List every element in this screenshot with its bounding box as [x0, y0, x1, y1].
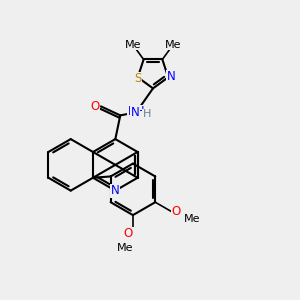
Text: N: N [111, 184, 120, 197]
Text: O: O [124, 227, 133, 240]
Text: N: N [167, 70, 176, 83]
Text: Me: Me [165, 40, 181, 50]
Text: N: N [131, 106, 140, 119]
Text: NH: NH [128, 105, 146, 118]
Text: Me: Me [116, 243, 133, 253]
Text: H: H [143, 109, 151, 119]
Text: O: O [171, 205, 181, 218]
Text: S: S [134, 72, 142, 85]
Text: Me: Me [125, 40, 141, 50]
Text: Me: Me [184, 214, 200, 224]
Text: O: O [90, 100, 100, 113]
